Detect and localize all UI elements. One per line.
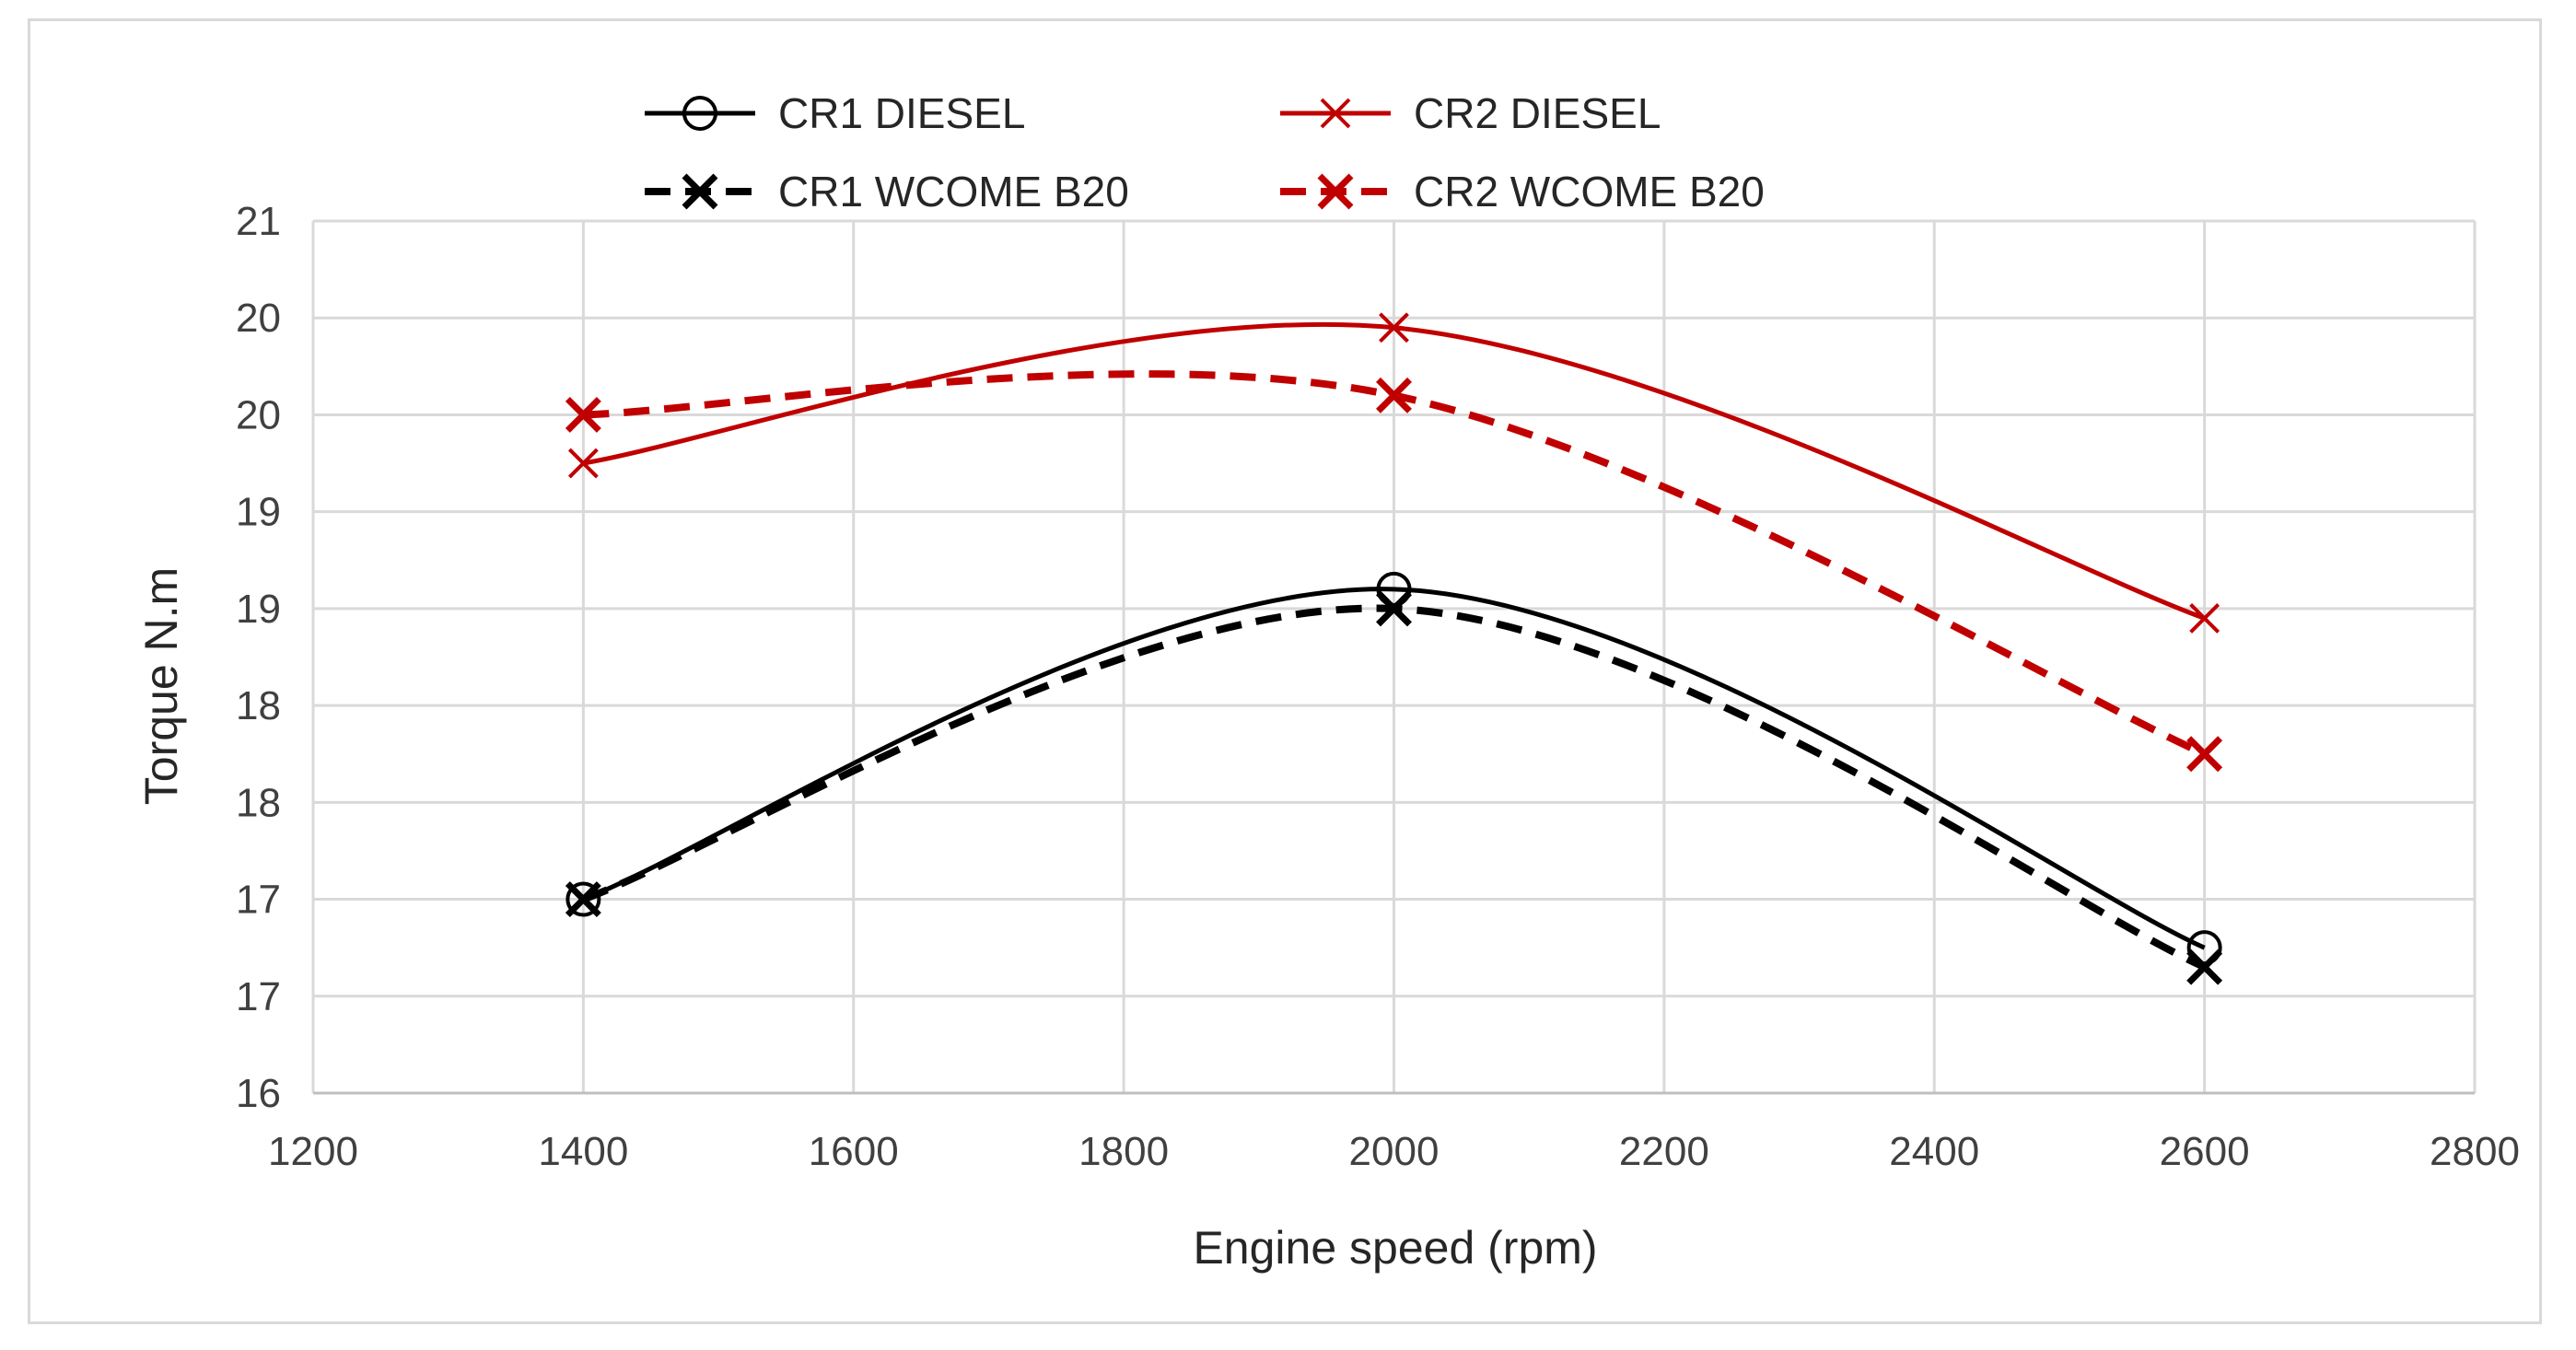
legend-marker-cr1-diesel xyxy=(682,96,717,131)
y-axis-title: Torque N.m xyxy=(135,567,187,805)
axis-layer: 16 17 17 18 18 19 19 20 20 21 1200 1400 1600 1800 2000… xyxy=(236,199,2520,1174)
data-point-cr2-diesel xyxy=(2189,602,2220,634)
y-tick-label: 19 xyxy=(236,587,281,632)
y-tick-label: 20 xyxy=(236,296,281,341)
data-point-cr1-diesel xyxy=(565,881,601,917)
x-tick-label: 2800 xyxy=(2430,1129,2520,1174)
x-axis-title: Engine speed (rpm) xyxy=(1193,1222,1597,1274)
data-point-cr1-wcome-b20 xyxy=(2186,948,2223,985)
data-point-cr2-wcome-b20 xyxy=(2186,736,2223,773)
data-point-cr2-diesel xyxy=(567,448,599,479)
y-tick-label: 17 xyxy=(236,974,281,1019)
data-point-cr2-diesel xyxy=(1379,312,1409,343)
legend-label-cr1-diesel: CR1 DIESEL xyxy=(778,89,1025,137)
chart-frame xyxy=(28,18,2542,1324)
y-tick-label: 19 xyxy=(236,490,281,535)
x-tick-label: 1400 xyxy=(538,1129,628,1174)
y-tick-label: 17 xyxy=(236,878,281,923)
legend-marker-cr2-wcome-b20 xyxy=(1317,173,1354,210)
legend-layer: CR1 DIESEL CR2 DIESEL CR1 WCOME B20 CR2 WCO… xyxy=(645,89,1765,215)
legend-label-cr2-diesel: CR2 DIESEL xyxy=(1414,89,1661,137)
grid-layer xyxy=(311,219,2477,1095)
legend-label-cr2-wcome-b20: CR2 WCOME B20 xyxy=(1414,168,1765,215)
y-tick-label: 21 xyxy=(236,199,281,244)
data-point-cr1-diesel xyxy=(1376,571,1412,607)
x-tick-label: 2200 xyxy=(1619,1129,1709,1174)
x-tick-label: 1600 xyxy=(809,1129,899,1174)
series-line-cr1-diesel xyxy=(582,587,2206,950)
legend-marker-cr1-wcome-b20 xyxy=(682,173,718,210)
legend-marker-cr2-diesel xyxy=(1320,98,1351,129)
data-point-cr2-wcome-b20 xyxy=(1376,377,1412,413)
legend-label-cr1-wcome-b20: CR1 WCOME B20 xyxy=(778,168,1129,215)
x-tick-label: 2400 xyxy=(1889,1129,1979,1174)
data-point-cr2-wcome-b20 xyxy=(565,396,601,433)
x-tick-label: 2600 xyxy=(2160,1129,2250,1174)
data-point-cr1-wcome-b20 xyxy=(1376,590,1412,627)
x-tick-label: 1800 xyxy=(1078,1129,1169,1174)
y-tick-label: 18 xyxy=(236,683,281,728)
x-tick-label: 1200 xyxy=(268,1129,358,1174)
x-tick-label: 2000 xyxy=(1349,1129,1440,1174)
data-point-cr1-diesel xyxy=(2186,930,2222,966)
y-tick-label: 20 xyxy=(236,392,281,437)
series-layer xyxy=(565,312,2223,985)
y-tick-label: 16 xyxy=(236,1071,281,1116)
y-tick-label: 18 xyxy=(236,780,281,825)
